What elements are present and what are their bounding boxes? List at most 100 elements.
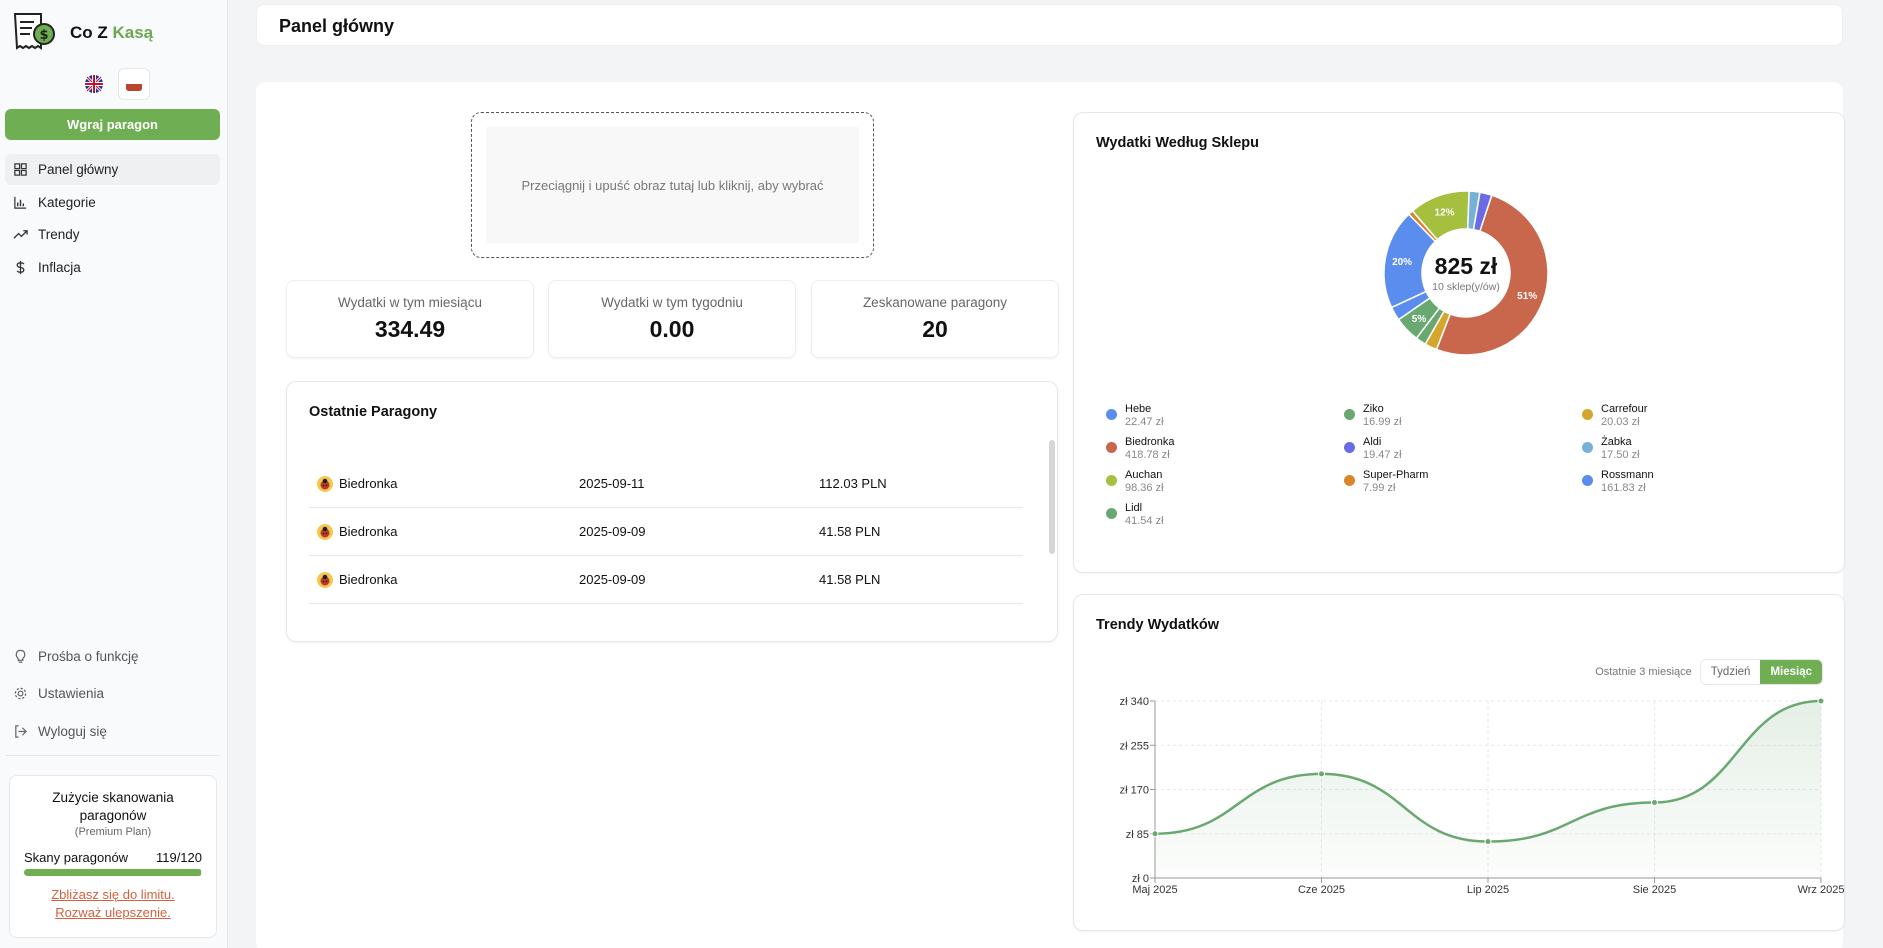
legend-text: Auchan 98.36 zł (1125, 469, 1164, 494)
trend-point[interactable] (1484, 838, 1492, 846)
main-nav: Panel główny Kategorie Trendy Inflacja (5, 154, 220, 284)
donut-slice-aldi[interactable] (1472, 191, 1493, 233)
donut-center: 825 zł 10 sklep(y/ów) (1378, 185, 1554, 361)
receipt-row[interactable]: Biedronka 2025-09-09 41.58 PLN (309, 508, 1023, 556)
nav-label: Kategorie (38, 194, 96, 210)
receipt-row[interactable]: Biedronka 2025-09-09 41.58 PLN (309, 556, 1023, 604)
scan-usage-card: Zużycie skanowania paragonów (Premium Pl… (9, 775, 217, 938)
trend-area-chart: zł 0 zł 85 zł 170 zł 255 zł 340 Maj 2025 Cze 2… (1120, 696, 1845, 896)
stat-card-month: Wydatki w tym miesiącu 334.49 (286, 280, 534, 358)
legend-item[interactable]: Ziko 16.99 zł (1344, 403, 1582, 428)
receipts-scrollbar[interactable] (1049, 440, 1055, 554)
spending-trends-card: Trendy Wydatków Ostatnie 3 miesiące Tydz… (1073, 594, 1845, 931)
stat-label: Wydatki w tym tygodniu (601, 295, 743, 310)
legend-value: 41.54 zł (1125, 515, 1164, 527)
receipt-row[interactable]: Biedronka 2025-09-11 112.03 PLN (309, 460, 1023, 508)
trend-point[interactable] (1651, 799, 1658, 807)
page-title: Panel główny (279, 16, 395, 36)
logout-icon (15, 724, 27, 738)
nav-item-dashboard[interactable]: Panel główny (5, 154, 220, 185)
x-tick-label: Sie 2025 (1633, 884, 1676, 896)
legend-dot (1344, 442, 1355, 453)
card-title: Wydatki Według Sklepu (1096, 135, 1260, 151)
y-tick-label: zł 340 (1120, 696, 1149, 708)
legend-dot (1582, 475, 1593, 486)
legend-text: Rossmann 161.83 zł (1601, 469, 1654, 494)
upgrade-link[interactable]: Zbliżasz się do limitu. Rozważ ulepszeni… (10, 886, 216, 922)
usage-plan: (Premium Plan) (74, 826, 152, 838)
legend-item[interactable]: Biedronka 418.78 zł (1106, 436, 1344, 461)
usage-label: Skany paragonów (24, 850, 129, 865)
receipt-store: Biedronka (339, 572, 398, 587)
x-tick-label: Lip 2025 (1467, 884, 1509, 896)
legend-value: 20.03 zł (1601, 416, 1640, 428)
legend-item[interactable]: Super-Pharm 7.99 zł (1344, 469, 1582, 494)
card-title: Ostatnie Paragony (309, 404, 438, 420)
nav-item-trends[interactable]: Trendy (5, 219, 220, 250)
trend-area-fill (1155, 701, 1821, 878)
legend-name: Carrefour (1601, 403, 1648, 415)
legend-name: Aldi (1363, 436, 1382, 448)
nav-item-feature-request[interactable]: Prośba o funkcję (5, 638, 220, 674)
trend-point[interactable] (1151, 830, 1159, 838)
donut-slice-label: 20% (1392, 257, 1412, 268)
usage-count: 119/120 (155, 850, 202, 865)
stat-label: Wydatki w tym miesiącu (338, 295, 482, 310)
app-logo[interactable]: $ Co Z Kasą (12, 12, 153, 54)
donut-svg: 51% 5% 20% 12% (1383, 190, 1549, 356)
ladybug-icon (317, 571, 333, 588)
legend-item[interactable]: Aldi 19.47 zł (1344, 436, 1582, 461)
upgrade-link-line2: Rozważ ulepszenie. (55, 905, 171, 920)
card-title: Trendy Wydatków (1096, 617, 1220, 633)
legend-item[interactable]: Żabka 17.50 zł (1582, 436, 1820, 461)
nav-item-inflation[interactable]: Inflacja (5, 252, 220, 283)
receipt-date: 2025-09-09 (579, 524, 646, 539)
legend-name: Auchan (1125, 469, 1163, 481)
legend-dot (1344, 409, 1355, 420)
week-toggle-button[interactable]: Tydzień (1700, 660, 1761, 684)
legend-item[interactable]: Hebe 22.47 zł (1106, 403, 1344, 428)
trend-point[interactable] (1318, 770, 1325, 778)
legend-text: Biedronka 418.78 zł (1125, 436, 1175, 461)
nav-label: Ustawienia (38, 686, 105, 701)
nav-label: Panel główny (38, 162, 119, 177)
stat-card-receipts: Zeskanowane paragony 20 (811, 280, 1059, 358)
trend-point[interactable] (1817, 697, 1825, 705)
legend-value: 22.47 zł (1125, 416, 1164, 428)
nav-item-settings[interactable]: Ustawienia (5, 676, 220, 712)
legend-item[interactable]: Lidl 41.54 zł (1106, 502, 1344, 527)
period-toggle: Tydzień Miesiąc (1699, 659, 1823, 685)
legend-name: Żabka (1601, 436, 1632, 448)
receipt-amount: 112.03 PLN (819, 476, 887, 491)
x-tick-label: Cze 2025 (1298, 884, 1345, 896)
bar-chart-icon (14, 196, 27, 209)
dollar-icon (16, 260, 25, 274)
donut-subtitle: 10 sklep(y/ów) (1432, 281, 1500, 293)
legend-text: Hebe 22.47 zł (1125, 403, 1164, 428)
upload-dropzone[interactable]: Przeciągnij i upuść obraz tutaj lub klik… (471, 112, 874, 258)
nav-item-logout[interactable]: Wyloguj się (5, 713, 220, 749)
pl-flag-button[interactable] (118, 68, 150, 100)
y-tick-label: zł 255 (1120, 740, 1149, 752)
language-switcher (78, 68, 150, 100)
nav-item-categories[interactable]: Kategorie (5, 187, 220, 218)
legend-dot (1106, 475, 1117, 486)
legend-item[interactable]: Rossmann 161.83 zł (1582, 469, 1820, 494)
legend-name: Biedronka (1125, 436, 1175, 448)
legend-text: Super-Pharm 7.99 zł (1363, 469, 1428, 494)
receipt-date: 2025-09-11 (579, 476, 645, 491)
donut-slice-biedronka[interactable] (1435, 194, 1549, 356)
month-toggle-button[interactable]: Miesiąc (1760, 660, 1822, 684)
legend-value: 98.36 zł (1125, 482, 1164, 494)
legend-item[interactable]: Auchan 98.36 zł (1106, 469, 1344, 494)
trending-up-icon (13, 230, 28, 239)
legend-text: Aldi 19.47 zł (1363, 436, 1402, 461)
upload-receipt-button[interactable]: Wgraj paragon (5, 109, 220, 140)
dropzone-text: Przeciągnij i upuść obraz tutaj lub klik… (486, 127, 859, 243)
uk-flag-button[interactable] (78, 68, 110, 100)
legend-item[interactable]: Carrefour 20.03 zł (1582, 403, 1820, 428)
legend-value: 19.47 zł (1363, 449, 1402, 461)
nav-label: Trendy (38, 227, 80, 242)
y-tick-label: zł 85 (1126, 829, 1149, 841)
donut-total: 825 zł (1434, 253, 1498, 279)
